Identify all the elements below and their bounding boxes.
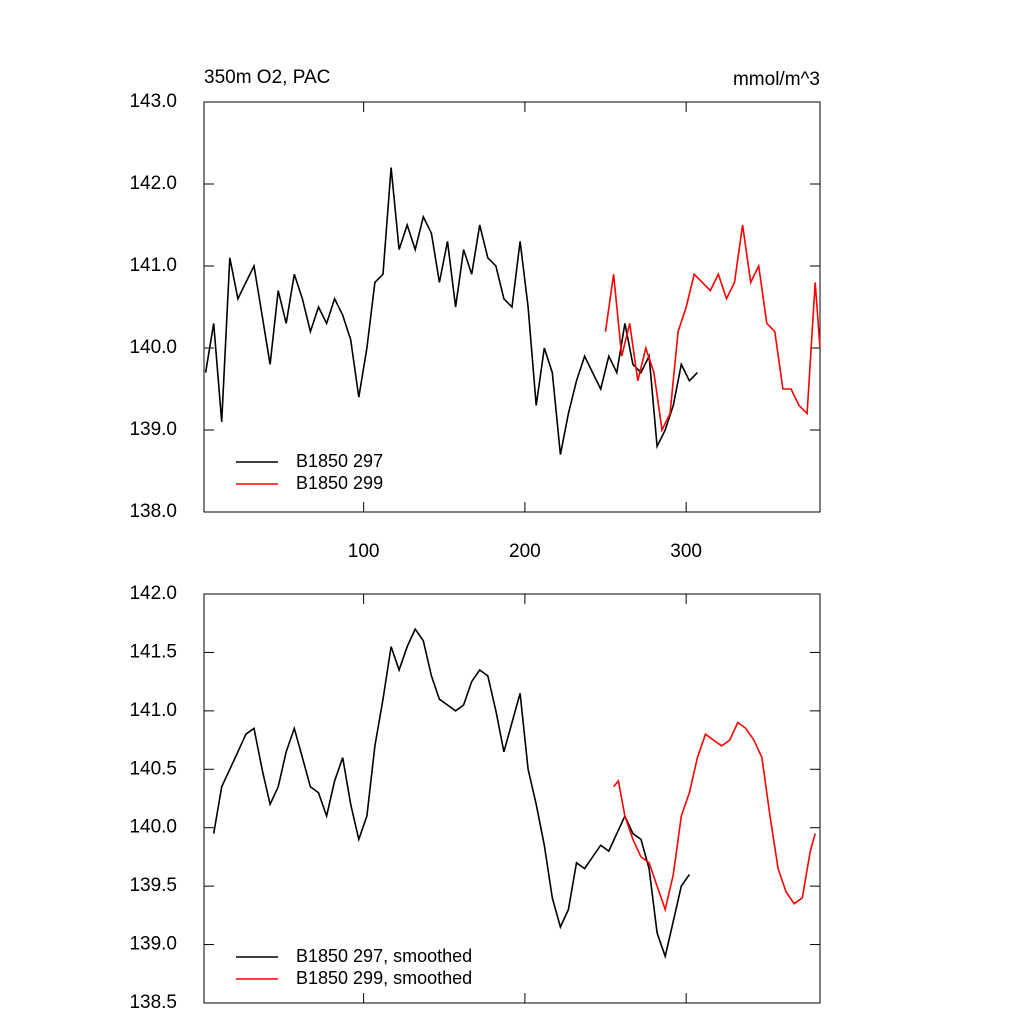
y-tick-label: 140.5 [129,758,177,779]
chart-title: 350m O2, PAC [204,67,330,88]
legend-label: B1850 297 [296,451,383,471]
plot-frame [203,593,821,1004]
y-tick-label: 143.0 [129,91,177,112]
y-tick-label: 142.0 [129,173,177,194]
series-line [212,627,691,960]
y-tick-label: 138.0 [129,501,177,522]
y-tick-label: 140.0 [129,817,177,838]
y-tick-label: 141.5 [129,641,177,662]
y-tick-label: 138.5 [129,992,177,1013]
y-tick-label: 140.0 [129,337,177,358]
plot-frame [203,101,821,513]
x-tick-label: 200 [509,541,541,562]
x-tick-label: 100 [348,541,380,562]
y-tick-label: 139.5 [129,875,177,896]
y-tick-label: 139.0 [129,934,177,955]
series-line [204,167,698,455]
y-tick-label: 139.0 [129,419,177,440]
series-line [604,224,821,433]
y-tick-label: 141.0 [129,700,177,721]
legend-label: B1850 299 [296,473,383,493]
legend-label: B1850 297, smoothed [296,946,472,966]
y-tick-label: 141.0 [129,255,177,276]
x-tick-label: 300 [670,541,702,562]
series-line [612,721,816,913]
units-label: mmol/m^3 [733,69,820,90]
y-tick-label: 142.0 [129,583,177,604]
legend-label: B1850 299, smoothed [296,968,472,988]
